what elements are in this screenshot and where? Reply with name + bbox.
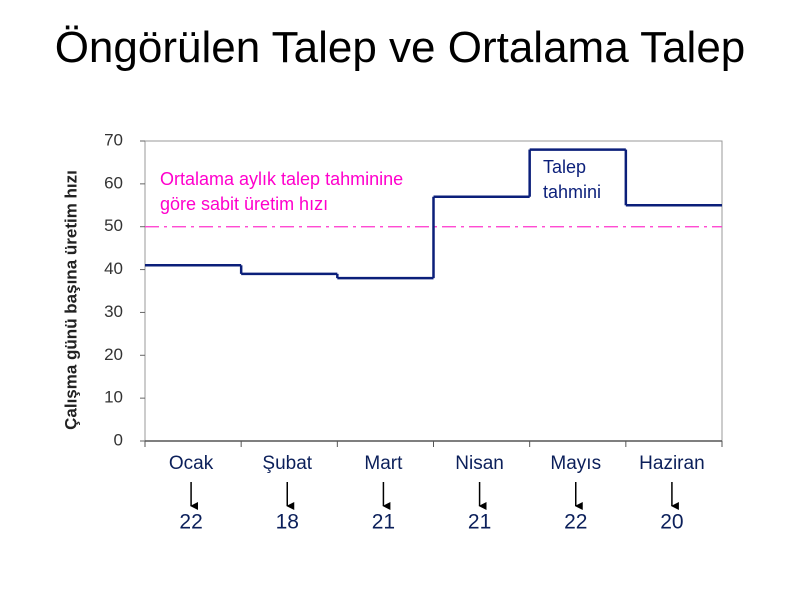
annotation: göre sabit üretim hızı bbox=[160, 194, 328, 214]
slide-title: Öngörülen Talep ve Ortalama Talep bbox=[54, 23, 746, 72]
working-days: 18 bbox=[276, 511, 299, 534]
working-days: 22 bbox=[564, 511, 587, 534]
annotation: tahmini bbox=[543, 182, 601, 202]
working-days: 22 bbox=[179, 511, 202, 534]
working-days: 21 bbox=[468, 511, 491, 534]
x-tick-label: Mayıs bbox=[550, 453, 601, 474]
y-tick-label: 70 bbox=[104, 130, 123, 149]
x-tick-label: Haziran bbox=[639, 453, 704, 474]
y-tick-label: 10 bbox=[104, 388, 123, 407]
y-tick-label: 30 bbox=[104, 302, 123, 321]
working-days: 20 bbox=[660, 511, 683, 534]
x-tick-label: Nisan bbox=[455, 453, 504, 474]
y-tick-label: 50 bbox=[104, 216, 123, 235]
x-tick-label: Mart bbox=[364, 453, 403, 474]
chart-background bbox=[0, 124, 800, 600]
x-tick-label: Ocak bbox=[169, 453, 214, 474]
x-tick-label: Şubat bbox=[262, 453, 312, 474]
y-axis-label: Çalışma günü başına üretim hızı bbox=[61, 170, 80, 430]
y-tick-label: 20 bbox=[104, 345, 123, 364]
working-days: 21 bbox=[372, 511, 395, 534]
y-tick-label: 40 bbox=[104, 259, 123, 278]
y-tick-label: 0 bbox=[114, 430, 123, 449]
annotation: Talep bbox=[543, 157, 586, 177]
annotation: Ortalama aylık talep tahminine bbox=[160, 169, 403, 189]
y-tick-label: 60 bbox=[104, 173, 123, 192]
